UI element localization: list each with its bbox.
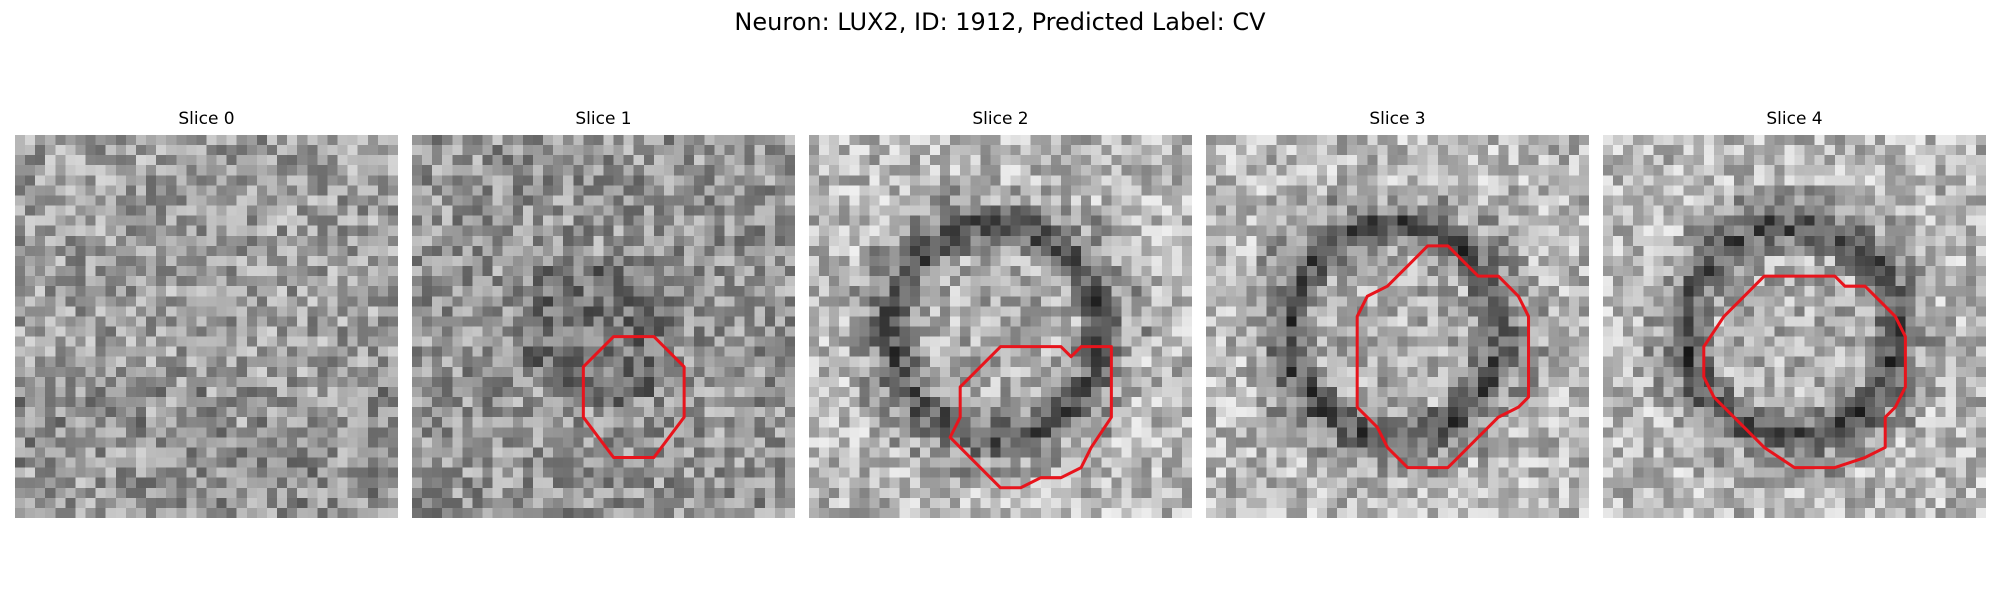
roi-contour <box>1702 274 1907 470</box>
slice-grayscale-image <box>1206 135 1589 518</box>
roi-contour-overlay <box>1355 244 1531 470</box>
slice-grayscale-image <box>15 135 398 518</box>
slice-grayscale-image <box>1603 135 1986 518</box>
roi-contour <box>581 335 686 460</box>
slice-title: Slice 4 <box>1766 109 1823 129</box>
slice-title: Slice 3 <box>1369 109 1426 129</box>
slice-grayscale-image <box>809 135 1192 518</box>
slice-grayscale-image <box>412 135 795 518</box>
roi-contour-overlay <box>581 335 686 460</box>
roi-contour-overlay <box>1702 274 1907 470</box>
roi-contour <box>948 345 1113 490</box>
slice-image-panel <box>1206 135 1589 518</box>
slice-image-panel <box>809 135 1192 518</box>
slice-title: Slice 2 <box>972 109 1029 129</box>
slice-image-panel <box>15 135 398 518</box>
figure-title: Neuron: LUX2, ID: 1912, Predicted Label:… <box>734 8 1266 36</box>
slice-image-panel <box>412 135 795 518</box>
roi-contour-overlay <box>948 345 1113 490</box>
roi-contour <box>1355 244 1531 470</box>
slice-title: Slice 1 <box>575 109 632 129</box>
slice-title: Slice 0 <box>178 109 235 129</box>
slice-image-panel <box>1603 135 1986 518</box>
